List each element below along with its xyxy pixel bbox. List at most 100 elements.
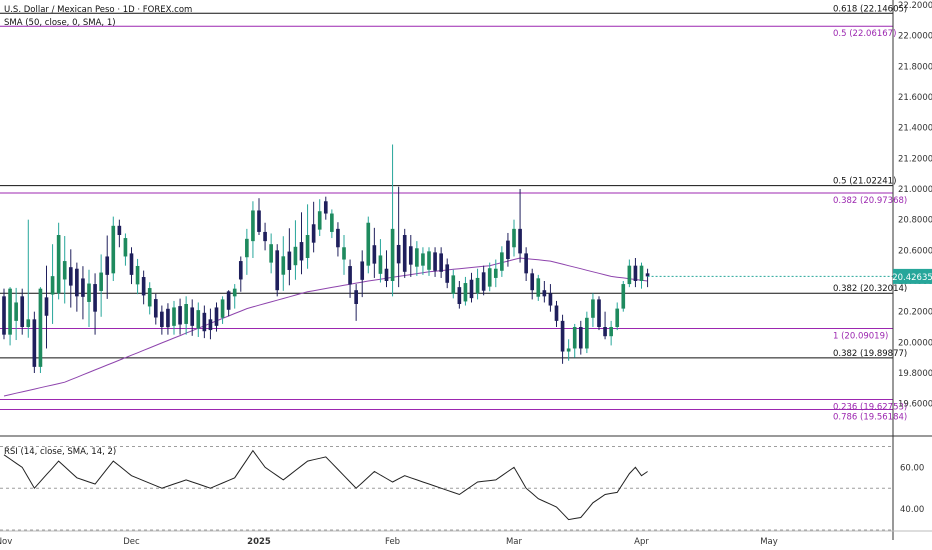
candle[interactable]	[251, 201, 255, 258]
candle[interactable]	[524, 247, 528, 281]
candle[interactable]	[93, 273, 97, 335]
candle[interactable]	[311, 201, 316, 253]
candle[interactable]	[530, 268, 535, 300]
candle[interactable]	[238, 256, 243, 292]
candle[interactable]	[8, 287, 12, 346]
candle[interactable]	[445, 258, 450, 289]
candle[interactable]	[220, 296, 225, 324]
candle[interactable]	[68, 249, 73, 308]
candle[interactable]	[111, 216, 116, 281]
candle[interactable]	[627, 259, 632, 288]
candle[interactable]	[578, 320, 583, 355]
candle[interactable]	[408, 235, 413, 277]
candle[interactable]	[615, 302, 620, 331]
candle[interactable]	[14, 287, 18, 341]
candle[interactable]	[433, 247, 437, 277]
candle[interactable]	[50, 244, 55, 324]
candle[interactable]	[38, 287, 43, 373]
candle[interactable]	[415, 241, 419, 276]
sma-line[interactable]	[3, 257, 648, 397]
symbol-title[interactable]: U.S. Dollar / Mexican Peso · 1D · FOREX.…	[4, 5, 192, 15]
candle[interactable]	[2, 288, 6, 340]
candle[interactable]	[20, 288, 25, 335]
candle[interactable]	[263, 222, 267, 251]
candle[interactable]	[421, 247, 425, 275]
candle[interactable]	[621, 281, 626, 312]
candle[interactable]	[451, 269, 456, 299]
candle[interactable]	[117, 219, 122, 248]
candle[interactable]	[105, 235, 110, 299]
candle[interactable]	[287, 228, 292, 286]
candle[interactable]	[129, 247, 134, 285]
rsi-line[interactable]	[3, 449, 648, 521]
candle[interactable]	[214, 302, 219, 332]
candle[interactable]	[487, 262, 492, 292]
candle[interactable]	[633, 258, 638, 288]
candle[interactable]	[32, 311, 37, 373]
candle[interactable]	[396, 186, 401, 288]
candle[interactable]	[493, 259, 498, 288]
candle[interactable]	[360, 250, 365, 298]
candle[interactable]	[293, 220, 298, 280]
rsi-legend-label[interactable]: RSI (14, close, SMA, 14, 2)	[4, 447, 116, 457]
candle[interactable]	[208, 308, 213, 340]
candle[interactable]	[75, 262, 79, 312]
candle[interactable]	[172, 300, 176, 335]
candle[interactable]	[348, 259, 352, 298]
candle[interactable]	[597, 296, 601, 331]
candle[interactable]	[639, 262, 644, 289]
candle[interactable]	[518, 189, 522, 263]
candle[interactable]	[184, 296, 188, 335]
candle[interactable]	[372, 227, 377, 278]
candle[interactable]	[542, 281, 547, 303]
candle[interactable]	[603, 311, 607, 340]
candle[interactable]	[609, 320, 613, 346]
sma-legend-label[interactable]: SMA (50, close, 0, SMA, 1)	[4, 18, 116, 28]
candle[interactable]	[330, 209, 334, 239]
candle[interactable]	[378, 239, 383, 283]
candle[interactable]	[135, 258, 140, 295]
candle[interactable]	[457, 281, 462, 309]
candle[interactable]	[281, 236, 286, 291]
candle[interactable]	[354, 284, 358, 321]
candle[interactable]	[366, 216, 371, 274]
candle[interactable]	[153, 293, 158, 325]
candle[interactable]	[257, 198, 261, 235]
candle[interactable]	[323, 196, 328, 220]
candle[interactable]	[342, 235, 346, 275]
candle[interactable]	[572, 323, 577, 358]
candle[interactable]	[147, 282, 152, 315]
candle[interactable]	[160, 305, 164, 335]
candle[interactable]	[500, 246, 504, 277]
candle[interactable]	[439, 247, 443, 278]
candle[interactable]	[384, 250, 389, 288]
candle[interactable]	[56, 222, 61, 300]
candle[interactable]	[548, 284, 553, 312]
candle[interactable]	[554, 300, 559, 327]
candle[interactable]	[469, 272, 474, 303]
candle[interactable]	[402, 228, 407, 278]
candle[interactable]	[232, 284, 237, 309]
candle[interactable]	[123, 233, 128, 266]
candle[interactable]	[226, 290, 231, 317]
candle[interactable]	[585, 311, 589, 354]
candle[interactable]	[299, 212, 304, 275]
candle[interactable]	[512, 219, 516, 257]
candle[interactable]	[166, 303, 170, 335]
candle[interactable]	[475, 268, 480, 300]
candle[interactable]	[87, 269, 91, 327]
candle[interactable]	[202, 305, 207, 339]
candle[interactable]	[506, 232, 510, 267]
candle[interactable]	[560, 314, 565, 364]
candle[interactable]	[141, 270, 146, 305]
candle[interactable]	[275, 244, 280, 297]
candle[interactable]	[481, 265, 486, 296]
candle[interactable]	[427, 247, 431, 276]
candle[interactable]	[81, 266, 85, 320]
candle[interactable]	[245, 228, 249, 275]
candle[interactable]	[390, 144, 395, 297]
candle[interactable]	[536, 274, 541, 301]
candle[interactable]	[196, 302, 201, 337]
candle[interactable]	[645, 268, 650, 288]
